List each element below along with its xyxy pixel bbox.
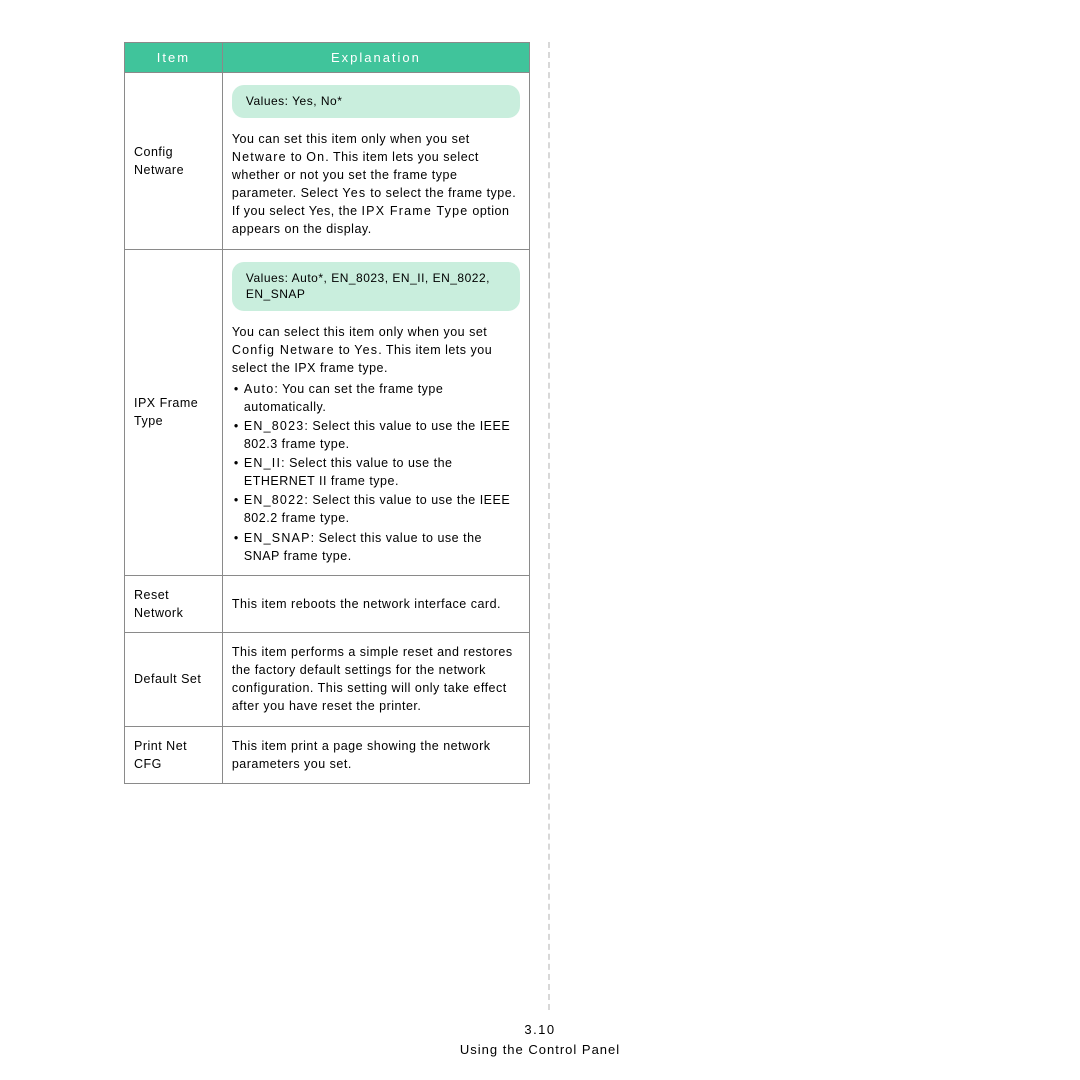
explanation-cell: Values: Yes, No* You can set this item o… [222,73,529,250]
text-run: to [335,343,354,357]
text-bold: EN_8023 [244,419,305,433]
table-row: IPX Frame Type Values: Auto*, EN_8023, E… [125,249,530,575]
table-header-row: Item Explanation [125,43,530,73]
table-row: Default Set This item performs a simple … [125,633,530,727]
text-bold: Yes [354,343,378,357]
list-item: EN_8023: Select this value to use the IE… [232,417,520,453]
table-row: Config Netware Values: Yes, No* You can … [125,73,530,250]
text-bold: Netware [232,150,287,164]
list-item: EN_II: Select this value to use the ETHE… [232,454,520,490]
column-divider [548,42,550,1010]
item-cell: Config Netware [125,73,223,250]
item-cell: IPX Frame Type [125,249,223,575]
explanation-cell: This item print a page showing the netwo… [222,726,529,783]
text-bold: Auto [244,382,275,396]
table-row: Reset Network This item reboots the netw… [125,575,530,632]
table-row: Print Net CFG This item print a page sho… [125,726,530,783]
text-bold: Config Netware [232,343,335,357]
text-bold: On [306,150,325,164]
bullet-list: Auto: You can set the frame type automat… [232,380,520,565]
item-cell: Reset Network [125,575,223,632]
item-cell: Default Set [125,633,223,727]
item-cell: Print Net CFG [125,726,223,783]
header-explanation: Explanation [222,43,529,73]
text-run: to select the frame type. [366,186,516,200]
text-run: to [287,150,306,164]
header-item: Item [125,43,223,73]
explanation-text: You can select this item only when you s… [232,323,520,565]
explanation-cell: Values: Auto*, EN_8023, EN_II, EN_8022, … [222,249,529,575]
text-run: If you select Yes, the [232,204,362,218]
values-pill: Values: Auto*, EN_8023, EN_II, EN_8022, … [232,262,520,312]
explanation-cell: This item reboots the network interface … [222,575,529,632]
text-run: : You can set the frame type automatical… [244,382,443,414]
list-item: EN_8022: Select this value to use the IE… [232,491,520,527]
text-run: You can set this item only when you set [232,132,470,146]
section-title: Using the Control Panel [0,1042,1080,1057]
text-bold: EN_8022 [244,493,305,507]
list-item: Auto: You can set the frame type automat… [232,380,520,416]
text-run: You can select this item only when you s… [232,325,487,339]
text-bold: EN_II [244,456,281,470]
explanation-text: You can set this item only when you set … [232,130,520,239]
settings-table: Item Explanation Config Netware Values: … [124,42,530,784]
text-bold: Yes [342,186,366,200]
text-bold: EN_SNAP [244,531,311,545]
values-pill: Values: Yes, No* [232,85,520,118]
text-bold: IPX Frame Type [362,204,469,218]
explanation-cell: This item performs a simple reset and re… [222,633,529,727]
page-number: 3.10 [0,1022,1080,1037]
list-item: EN_SNAP: Select this value to use the SN… [232,529,520,565]
